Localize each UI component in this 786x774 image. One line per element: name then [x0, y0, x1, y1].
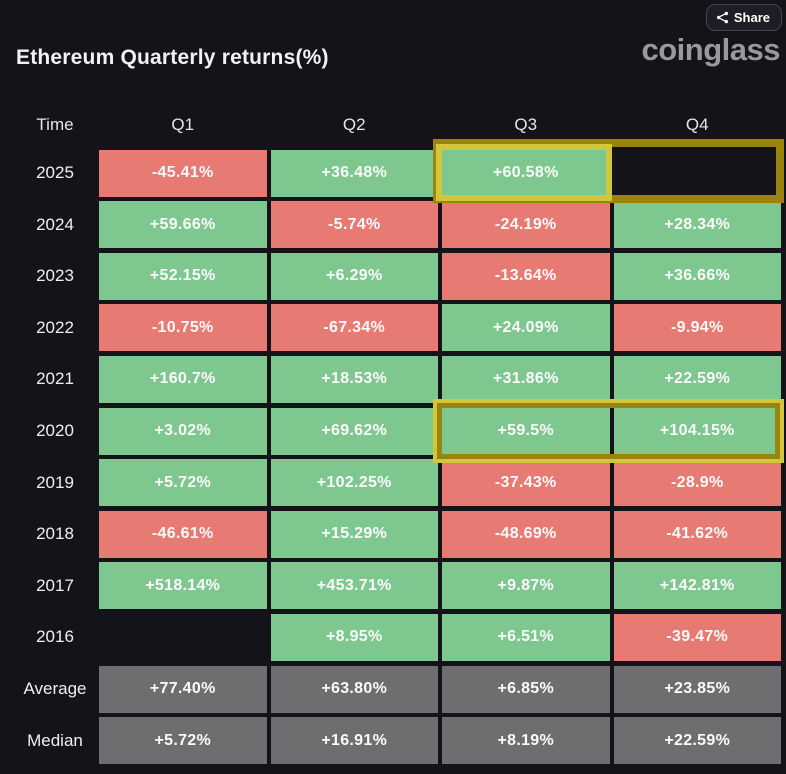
col-header-q2: Q2: [342, 114, 366, 134]
col-header-q4: Q4: [685, 114, 709, 134]
row-label-2017: 2017: [36, 575, 74, 595]
cell-2021-q4: +22.59%: [613, 355, 781, 403]
cell-2018-q1: -46.61%: [99, 510, 267, 558]
cell-average-q4: +23.85%: [613, 665, 781, 713]
cell-2020-q1: +3.02%: [99, 407, 267, 455]
cell-2025-q1: -45.41%: [99, 149, 267, 197]
row-label-2023: 2023: [36, 266, 74, 286]
cell-median-q4: +22.59%: [613, 717, 781, 765]
row-label-2025: 2025: [36, 163, 74, 183]
cell-2024-q4: +28.34%: [613, 201, 781, 249]
cell-2022-q4: -9.94%: [613, 304, 781, 352]
cell-average-q3: +6.85%: [442, 665, 610, 713]
cell-2023-q4: +36.66%: [613, 252, 781, 300]
cell-2019-q2: +102.25%: [270, 459, 438, 507]
row-label-2020: 2020: [36, 421, 74, 441]
cell-2025-q3: +60.58%: [442, 149, 610, 197]
cell-2021-q1: +160.7%: [99, 355, 267, 403]
col-header-q3: Q3: [514, 114, 538, 134]
cell-2018-q3: -48.69%: [442, 510, 610, 558]
cell-2025-q2: +36.48%: [270, 149, 438, 197]
page-title: Ethereum Quarterly returns(%): [16, 46, 329, 69]
row-label-average: Average: [23, 679, 87, 699]
share-icon: [716, 11, 729, 24]
cell-2018-q4: -41.62%: [613, 510, 781, 558]
row-label-2018: 2018: [36, 524, 74, 544]
row-label-median: Median: [27, 730, 83, 750]
row-label-2016: 2016: [36, 627, 74, 647]
cell-2017-q2: +453.71%: [270, 562, 438, 610]
cell-2017-q1: +518.14%: [99, 562, 267, 610]
coinglass-logo: coinglass: [641, 32, 781, 67]
cell-2024-q1: +59.66%: [99, 201, 267, 249]
share-button[interactable]: Share: [705, 4, 782, 31]
row-label-2019: 2019: [36, 472, 74, 492]
cell-2023-q1: +52.15%: [99, 252, 267, 300]
cell-median-q3: +8.19%: [442, 717, 610, 765]
cell-average-q2: +63.80%: [270, 665, 438, 713]
cell-2020-q3: +59.5%: [442, 407, 610, 455]
cell-2017-q4: +142.81%: [613, 562, 781, 610]
cell-2020-q4: +104.15%: [613, 407, 781, 455]
cell-2023-q3: -13.64%: [442, 252, 610, 300]
cell-2016-q3: +6.51%: [442, 613, 610, 661]
cell-median-q2: +16.91%: [270, 717, 438, 765]
cell-2021-q2: +18.53%: [270, 355, 438, 403]
cell-2023-q2: +6.29%: [270, 252, 438, 300]
col-header-q1: Q1: [171, 114, 195, 134]
cell-2019-q4: -28.9%: [613, 459, 781, 507]
cell-2018-q2: +15.29%: [270, 510, 438, 558]
cell-2022-q3: +24.09%: [442, 304, 610, 352]
cell-2017-q3: +9.87%: [442, 562, 610, 610]
cell-average-q1: +77.40%: [99, 665, 267, 713]
cell-2022-q2: -67.34%: [270, 304, 438, 352]
cell-2020-q2: +69.62%: [270, 407, 438, 455]
row-label-2022: 2022: [36, 317, 74, 337]
returns-table: Time Q1 Q2 Q3 Q4 2025 -45.41% +36.48% +60.58% 202…: [15, 104, 782, 765]
row-label-2024: 2024: [36, 214, 74, 234]
row-label-2021: 2021: [36, 369, 74, 389]
cell-2025-q4: [614, 150, 782, 197]
cell-2019-q3: -37.43%: [442, 459, 610, 507]
cell-2016-q4: -39.47%: [613, 613, 781, 661]
cell-2024-q2: -5.74%: [270, 201, 438, 249]
cell-median-q1: +5.72%: [99, 717, 267, 765]
share-button-label: Share: [733, 10, 770, 25]
cell-2022-q1: -10.75%: [99, 304, 267, 352]
col-header-time: Time: [36, 114, 74, 134]
cell-2019-q1: +5.72%: [99, 459, 267, 507]
cell-2021-q3: +31.86%: [442, 355, 610, 403]
cell-2024-q3: -24.19%: [442, 201, 610, 249]
cell-2016-q2: +8.95%: [270, 613, 438, 661]
cell-2016-q1: [99, 614, 267, 661]
